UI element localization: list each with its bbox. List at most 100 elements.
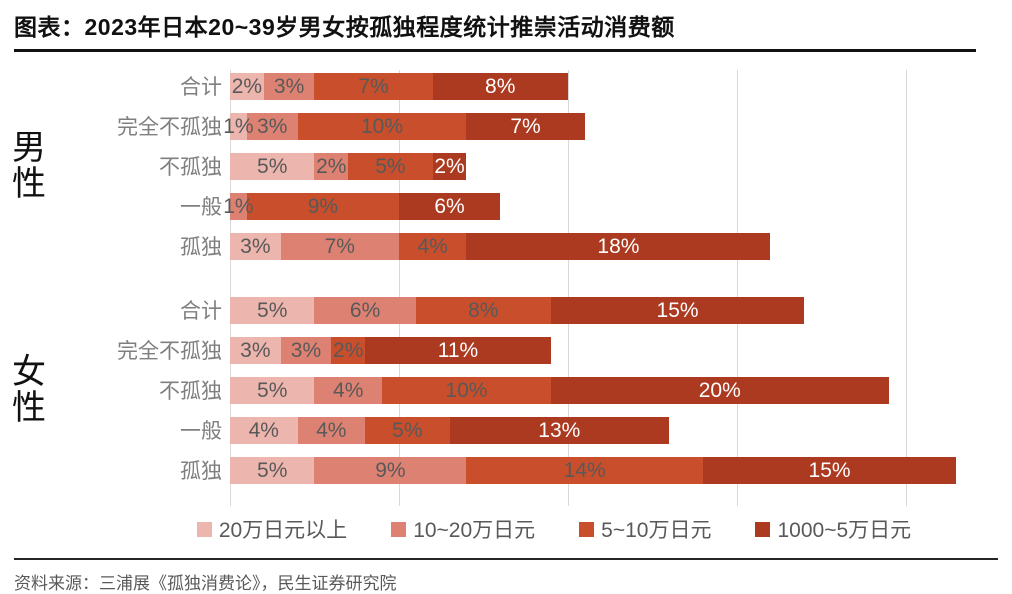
bar-segment-10~20万日元: 4%: [314, 376, 382, 404]
category-label: 合计: [180, 300, 222, 323]
bar-segment-1000~5万日元: 6%: [398, 192, 501, 220]
bar-plot: 5% 2% 5% 2%: [230, 152, 990, 180]
y-axis-line: [230, 70, 231, 506]
data-label: 7%: [358, 74, 389, 98]
data-label: 4%: [248, 418, 279, 442]
data-label: 3%: [240, 234, 271, 258]
bar-plot: 1% 9% 6%: [223, 192, 990, 220]
bar-segment-20万日元以上: 4%: [230, 416, 298, 444]
bar-row: 孤独 5% 9% 14% 15%: [58, 450, 990, 490]
data-label: 4%: [417, 234, 448, 258]
legend-label: 1000~5万日元: [777, 519, 912, 542]
bar-segment-1000~5万日元: 2%: [432, 152, 467, 180]
data-label: 1%: [223, 194, 254, 218]
group-rows: 合计 5% 6% 8% 15% 完全不孤独 3% 3% 2% 11% 不孤独 5% 4% 10% 20% 一般…: [58, 290, 990, 490]
bar-segment-20万日元以上: 5%: [230, 456, 315, 484]
bar-segment-20万日元以上: 2%: [230, 72, 264, 100]
bar-segment-5~10万日元: 10%: [297, 112, 467, 140]
legend-item-1000~5万日元: 1000~5万日元: [755, 514, 911, 544]
group-label: 女性: [12, 352, 46, 427]
data-label: 18%: [597, 234, 640, 258]
bar-row: 一般 1% 9% 6%: [58, 186, 990, 226]
gridline-40%: [905, 70, 907, 506]
data-label: 4%: [316, 418, 347, 442]
data-label: 20%: [698, 378, 741, 402]
bar-row: 孤独 3% 7% 4% 18%: [58, 226, 990, 266]
bar-segment-1000~5万日元: 11%: [365, 336, 551, 364]
data-label: 7%: [324, 234, 355, 258]
legend-swatch-icon: [755, 521, 771, 537]
data-label: 6%: [349, 298, 381, 322]
bar-segment-5~10万日元: 5%: [348, 152, 433, 180]
bar-segment-5~10万日元: 7%: [314, 72, 433, 100]
chart-legend: 20万日元以上 10~20万日元 5~10万日元 1000~5万日元: [0, 514, 1012, 544]
data-label: 5%: [375, 154, 406, 178]
bar-segment-20万日元以上: 3%: [230, 232, 281, 260]
gridline-20%: [567, 70, 569, 506]
bar-row: 完全不孤独 1% 3% 10% 7%: [58, 106, 990, 146]
legend-label: 5~10万日元: [601, 519, 712, 542]
data-label: 13%: [538, 418, 581, 442]
bar-segment-5~10万日元: 10%: [382, 376, 551, 404]
category-label: 完全不孤独: [117, 340, 222, 363]
data-label: 5%: [257, 458, 288, 482]
data-label: 3%: [257, 114, 288, 138]
bar-row: 合计 5% 6% 8% 15%: [58, 290, 990, 330]
group-男性: 男性 合计 2% 3% 7% 8% 完全不孤独 1% 3% 10% 7% 不孤独 5% 2% 5% 2% 一般 1…: [0, 66, 1012, 266]
bar-segment-1000~5万日元: 15%: [550, 296, 805, 324]
bar-segment-1000~5万日元: 7%: [466, 112, 585, 140]
category-label: 孤独: [180, 460, 222, 483]
bar-segment-5~10万日元: 2%: [331, 336, 366, 364]
data-label: 9%: [307, 194, 339, 218]
bar-plot: 3% 3% 2% 11%: [230, 336, 990, 364]
group-label: 男性: [12, 128, 46, 203]
data-label: 5%: [257, 154, 288, 178]
data-label: 10%: [360, 114, 403, 138]
gridline-30%: [736, 70, 738, 506]
source-note: 资料来源：三浦展《孤独消费论》，民生证券研究院: [14, 574, 397, 593]
bar-segment-10~20万日元: 4%: [297, 416, 366, 444]
data-label: 5%: [392, 418, 423, 442]
bar-segment-5~10万日元: 9%: [246, 192, 399, 220]
category-label: 不孤独: [159, 156, 222, 179]
bar-segment-10~20万日元: 3%: [280, 336, 332, 364]
legend-item-20万日元以上: 20万日元以上: [196, 514, 347, 544]
data-label: 5%: [257, 378, 288, 402]
bar-plot: 3% 7% 4% 18%: [230, 232, 990, 260]
footer-divider: [14, 558, 998, 560]
bar-segment-5~10万日元: 8%: [415, 296, 551, 324]
data-label: 1%: [223, 114, 254, 138]
data-label: 5%: [257, 298, 288, 322]
data-label: 8%: [468, 298, 499, 322]
data-label: 14%: [563, 458, 606, 482]
bar-plot: 4% 4% 5% 13%: [230, 416, 990, 444]
bar-segment-10~20万日元: 9%: [314, 456, 467, 484]
group-女性: 女性 合计 5% 6% 8% 15% 完全不孤独 3% 3% 2% 11% 不孤独 5% 4% 10% 20%…: [0, 290, 1012, 490]
bar-segment-10~20万日元: 7%: [280, 232, 399, 260]
legend-item-10~20万日元: 10~20万日元: [391, 514, 535, 544]
legend-item-5~10万日元: 5~10万日元: [579, 514, 711, 544]
category-label: 不孤独: [159, 380, 222, 403]
data-label: 2%: [434, 154, 465, 178]
category-label: 合计: [180, 76, 222, 99]
data-label: 3%: [273, 74, 305, 98]
data-label: 2%: [333, 338, 364, 362]
legend-label: 10~20万日元: [413, 519, 536, 542]
bar-segment-5~10万日元: 14%: [466, 456, 703, 484]
bar-segment-1000~5万日元: 18%: [466, 232, 771, 260]
legend-swatch-icon: [391, 521, 407, 537]
bar-segment-10~20万日元: 3%: [263, 72, 315, 100]
bar-segment-1000~5万日元: 8%: [432, 72, 568, 100]
category-label: 完全不孤独: [117, 116, 222, 139]
data-label: 8%: [485, 74, 516, 98]
bar-segment-20万日元以上: 5%: [230, 376, 315, 404]
chart-body: 男性 合计 2% 3% 7% 8% 完全不孤独 1% 3% 10% 7% 不孤独 5% 2% 5% 2% 一般 1…: [0, 66, 1012, 510]
data-label: 6%: [434, 194, 465, 218]
data-label: 10%: [445, 378, 488, 402]
data-label: 11%: [437, 338, 479, 362]
category-label: 一般: [180, 420, 222, 443]
bar-plot: 5% 9% 14% 15%: [230, 456, 990, 484]
bar-plot: 5% 6% 8% 15%: [230, 296, 990, 324]
bar-segment-1000~5万日元: 20%: [550, 376, 889, 404]
